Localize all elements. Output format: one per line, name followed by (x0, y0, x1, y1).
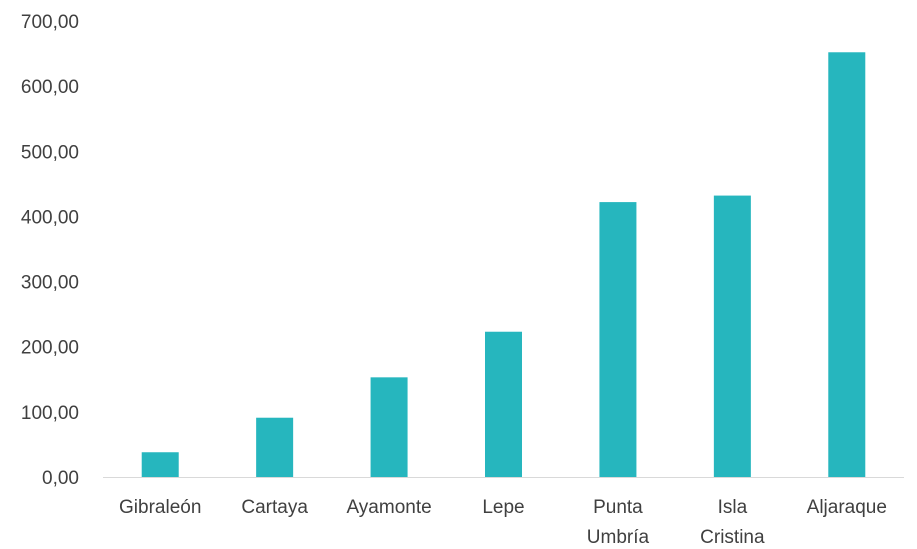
bar (828, 52, 866, 478)
y-tick-label: 200,00 (21, 338, 79, 359)
bars (141, 52, 866, 478)
x-tick-label-line: Lepe (482, 497, 524, 518)
bar (599, 202, 637, 477)
x-tick-label: Punta Umbría (587, 497, 650, 548)
x-tick-label-line: Aljaraque (807, 497, 887, 518)
y-tick-label: 500,00 (21, 142, 79, 163)
x-tick-label: Aljaraque (807, 497, 887, 518)
x-tick-label-line: Punta (593, 497, 643, 518)
x-tick-label-line: Umbría (587, 527, 650, 548)
x-tick-label: Cartaya (241, 497, 308, 518)
x-tick-label: Isla Cristina (700, 497, 765, 548)
y-tick-label: 300,00 (21, 273, 79, 294)
x-tick-label-line: Cristina (700, 527, 765, 548)
bar (256, 417, 294, 477)
bar (141, 452, 179, 477)
x-tick-label-line: Ayamonte (346, 497, 431, 518)
y-tick-label: 700,00 (21, 12, 79, 33)
x-tick-label: Gibraleón (119, 497, 201, 518)
x-tick-label-line: Cartaya (241, 497, 308, 518)
y-axis: 0,00 100,00 200,00 300,00 400,00 500,00 600,00… (21, 12, 79, 489)
y-tick-label: 0,00 (42, 468, 79, 489)
x-tick-label-line: Isla (718, 497, 748, 518)
bar (370, 377, 408, 477)
y-tick-label: 600,00 (21, 77, 79, 98)
x-tick-label: Ayamonte (346, 497, 431, 518)
x-tick-label: Lepe (482, 497, 524, 518)
bar (713, 195, 751, 477)
x-tick-label-line: Gibraleón (119, 497, 201, 518)
y-tick-label: 400,00 (21, 207, 79, 228)
x-axis: Gibraleón Cartaya Ayamonte Lepe Punta Umbría I… (119, 497, 887, 548)
y-tick-label: 100,00 (21, 403, 79, 424)
bar (485, 331, 522, 477)
